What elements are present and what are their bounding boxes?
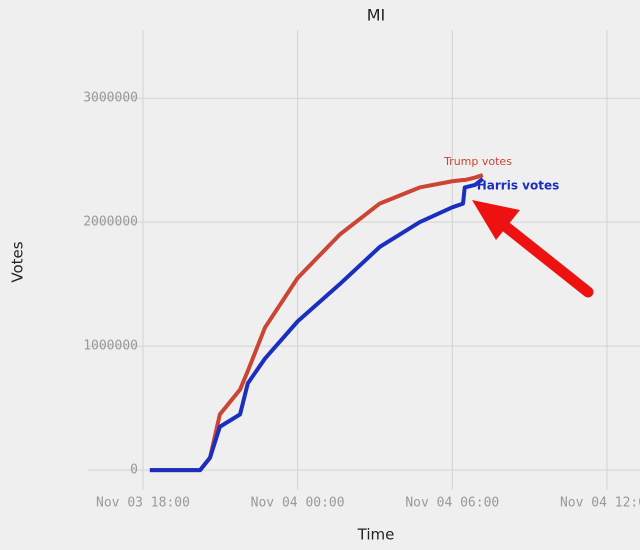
y-tick-label: 1000000 [83, 339, 138, 354]
x-tick-label: Nov 04 00:00 [251, 496, 345, 511]
arrow [472, 200, 594, 298]
arrow-head [472, 200, 520, 240]
chart-title: MI [367, 6, 386, 25]
x-axis-label: Time [357, 526, 395, 544]
lines [149, 173, 485, 473]
x-tick-label: Nov 04 12:00 [560, 496, 640, 511]
x-tick-label: Nov 04 06:00 [405, 496, 499, 511]
arrow-shaft [499, 220, 594, 298]
x-tick-label: Nov 03 18:00 [96, 496, 190, 511]
y-tick-label: 3000000 [83, 91, 138, 106]
grid [88, 30, 640, 490]
series-label: Trump votes [443, 155, 512, 168]
y-axis-label: Votes [9, 241, 27, 282]
series-label: Harris votes [477, 179, 560, 193]
y-tick-label: 2000000 [83, 215, 138, 230]
series-line [149, 177, 485, 473]
y-tick-label: 0 [130, 463, 138, 478]
